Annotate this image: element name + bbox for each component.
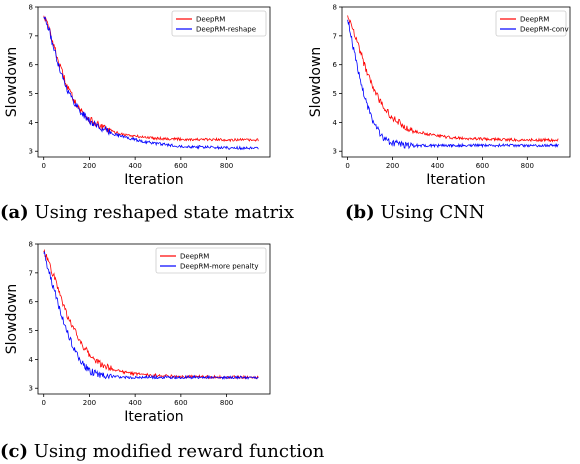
chart-c-xtick-label-2: 400 [128, 399, 141, 407]
chart-c-xtick-label-4: 800 [220, 399, 233, 407]
chart-b-ytick-label-4: 7 [333, 32, 337, 40]
caption-a: (a) Using reshaped state matrix [0, 202, 294, 223]
chart-b-ytick-label-5: 8 [333, 4, 337, 12]
chart-c-ytick-label-2: 5 [29, 327, 33, 335]
chart-c-series-1-line [43, 250, 259, 380]
chart-panel-c: 0 200 400 600 800 3 4 5 6 7 8 Iteration Slowdown Deep… [0, 237, 290, 437]
chart-a-series-0-line [43, 15, 259, 143]
chart-b-legend-label-0: DeepRM [520, 16, 549, 24]
chart-a-ytick-label-2: 5 [29, 90, 33, 98]
chart-c-ytick-label-0: 3 [29, 385, 33, 393]
chart-c-legend-label-1: DeepRM-more penalty [180, 263, 259, 271]
chart-a-xtick-label-0: 0 [41, 162, 45, 170]
caption-c-text: Using modified reward function [28, 441, 325, 462]
chart-b-ytick-label-1: 4 [333, 119, 338, 127]
caption-a-text: Using reshaped state matrix [28, 202, 295, 223]
chart-a-xtick-label-2: 400 [128, 162, 141, 170]
chart-b-series-1-line [347, 19, 559, 150]
chart-c-xtick-label-3: 600 [174, 399, 187, 407]
chart-a-xtick-label-3: 600 [174, 162, 187, 170]
chart-c-ylabel: Slowdown [4, 284, 20, 355]
caption-c-letter: (c) [0, 441, 28, 462]
chart-b-legend [495, 10, 567, 37]
chart-a-ytick-label-4: 7 [29, 32, 33, 40]
chart-a-legend-label-0: DeepRM [196, 16, 225, 24]
chart-a-ytick-label-1: 4 [29, 119, 34, 127]
chart-b-series-0-line [347, 15, 559, 143]
chart-b-xtick-label-1: 200 [386, 162, 399, 170]
chart-panel-b: 0 200 400 600 800 3 4 5 6 7 8 Iteration Slowdown Deep… [305, 0, 580, 200]
chart-a-xtick-label-4: 800 [220, 162, 233, 170]
caption-b-text: Using CNN [374, 202, 485, 223]
chart-b-svg: 0 200 400 600 800 3 4 5 6 7 8 Iteration Slowdown Deep… [308, 4, 571, 188]
chart-c-plot-frame [37, 243, 271, 395]
chart-c-ytick-label-1: 4 [29, 356, 34, 364]
chart-b-ylabel: Slowdown [308, 47, 324, 118]
chart-a-ylabel: Slowdown [4, 47, 20, 118]
chart-a-ytick-label-3: 6 [29, 61, 34, 69]
chart-b-xtick-label-4: 800 [521, 162, 534, 170]
chart-c-legend [155, 247, 267, 274]
chart-a-series-1-line [43, 16, 259, 151]
chart-b-plot-frame [341, 6, 571, 158]
chart-a-legend-label-1: DeepRM-reshape [196, 26, 256, 34]
chart-a-ytick-label-0: 3 [29, 148, 33, 156]
chart-c-ytick-label-4: 7 [29, 269, 33, 277]
chart-c-legend-label-0: DeepRM [180, 253, 209, 261]
chart-a-legend [171, 10, 267, 37]
chart-c-xtick-label-0: 0 [41, 399, 45, 407]
caption-b-letter: (b) [345, 202, 375, 223]
chart-b-xtick-label-0: 0 [345, 162, 349, 170]
chart-c-svg: 0 200 400 600 800 3 4 5 6 7 8 Iteration Slowdown Deep… [4, 241, 271, 425]
chart-c-ytick-label-3: 6 [29, 298, 34, 306]
chart-c-xlabel: Iteration [124, 409, 183, 425]
caption-a-letter: (a) [0, 202, 29, 223]
chart-panel-a: 0 200 400 600 800 3 4 5 6 7 8 Iteration Slowdown Deep… [0, 0, 290, 200]
caption-b: (b) Using CNN [345, 202, 485, 223]
chart-a-xlabel: Iteration [124, 172, 183, 188]
chart-b-xtick-label-2: 400 [431, 162, 444, 170]
chart-b-ytick-label-2: 5 [333, 90, 337, 98]
chart-b-xtick-label-3: 600 [476, 162, 489, 170]
chart-a-xtick-label-1: 200 [83, 162, 96, 170]
caption-c: (c) Using modified reward function [0, 441, 324, 462]
chart-a-ytick-label-5: 8 [29, 4, 33, 12]
chart-c-ytick-label-5: 8 [29, 241, 33, 249]
chart-a-svg: 0 200 400 600 800 3 4 5 6 7 8 Iteration Slowdown Deep… [4, 4, 271, 188]
chart-b-legend-label-1: DeepRM-conv [520, 26, 569, 34]
chart-a-plot-frame [37, 6, 271, 158]
chart-b-ytick-label-0: 3 [333, 148, 337, 156]
chart-b-ytick-label-3: 6 [333, 61, 338, 69]
chart-b-xlabel: Iteration [426, 172, 485, 188]
chart-c-xtick-label-1: 200 [83, 399, 96, 407]
